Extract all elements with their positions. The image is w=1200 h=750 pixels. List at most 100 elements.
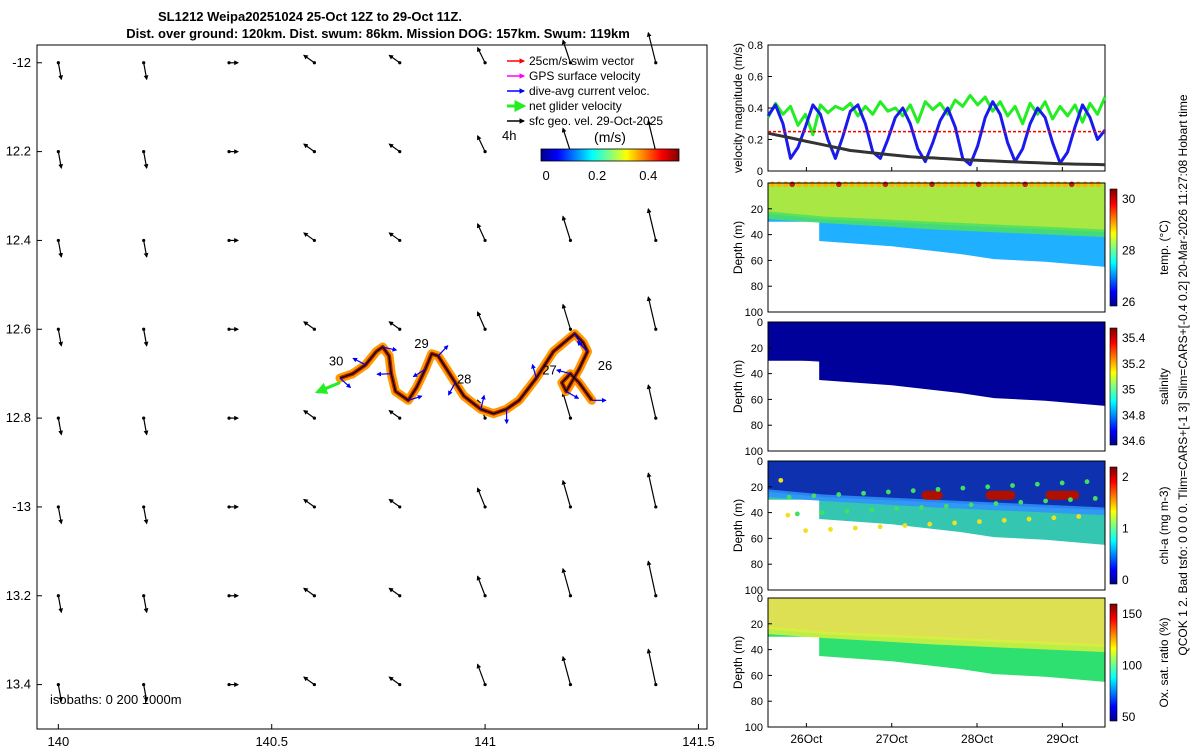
dive-avg-vector bbox=[448, 382, 456, 396]
dive-avg-vector bbox=[376, 371, 392, 377]
section-temperature: 0 20 40 60 80 100 Depth (m) 26 28 30 temp. (°C) bbox=[731, 178, 1171, 319]
velocity-ylabel: velocity magnitude (m/s) bbox=[731, 43, 745, 173]
geostrophic-velocity-field bbox=[56, 31, 658, 703]
depth-tick-label: 100 bbox=[745, 585, 763, 597]
map-ytick-label: 12.2 bbox=[6, 144, 31, 159]
grid-point bbox=[227, 594, 231, 598]
grid-point bbox=[568, 505, 573, 509]
section-salinity: 0 20 40 60 80 100 Depth (m) 34.6 34.8 35 35.2 35.4 s… bbox=[731, 317, 1171, 458]
grid-point bbox=[483, 682, 487, 687]
section-axes-chla bbox=[767, 460, 1106, 591]
grid-point bbox=[568, 61, 573, 65]
surface-sample bbox=[935, 181, 942, 188]
surface-sample bbox=[1075, 181, 1082, 188]
surface-sample bbox=[922, 181, 929, 188]
colorbar-tick-label: 100 bbox=[1122, 659, 1142, 673]
sfc-geo-vector bbox=[143, 417, 149, 436]
velocity-ytick-label: 0.6 bbox=[748, 72, 763, 84]
depth-tick-label: 80 bbox=[751, 281, 763, 293]
colorbar-tick-label: 28 bbox=[1122, 244, 1136, 258]
dive-avg-vector bbox=[480, 394, 486, 410]
grid-point bbox=[142, 238, 146, 243]
legend-label: GPS surface velocity bbox=[529, 69, 640, 83]
colorbar-tick-label: 34.8 bbox=[1122, 408, 1146, 422]
velocity-line bbox=[766, 93, 1107, 137]
chl-maximum-patch bbox=[1045, 490, 1080, 500]
surface-sample bbox=[809, 181, 815, 188]
sfc-geo-vector bbox=[303, 587, 315, 597]
surface-sample bbox=[855, 181, 862, 188]
chl-sample bbox=[1043, 498, 1049, 504]
sfc-geo-vector bbox=[646, 560, 657, 596]
depth-tick-label: 0 bbox=[757, 317, 763, 329]
chl-sample bbox=[1084, 479, 1090, 485]
time-tick-label: 26Oct bbox=[790, 732, 823, 746]
depth-tick-label: 60 bbox=[751, 394, 763, 406]
map-ytick-label: 13.2 bbox=[6, 588, 31, 603]
sfc-geo-vector bbox=[303, 498, 315, 508]
chl-maximum-patch bbox=[921, 490, 943, 500]
grid-point bbox=[398, 505, 402, 509]
surface-sample bbox=[1095, 181, 1102, 188]
surface-sample bbox=[1088, 181, 1095, 188]
grid-point bbox=[568, 682, 573, 687]
chl-sample bbox=[786, 494, 792, 500]
surface-sample bbox=[816, 181, 822, 188]
map-ytick-label: -12 bbox=[12, 55, 31, 70]
dive-avg-vector bbox=[408, 395, 423, 401]
depth-tick-label: 40 bbox=[751, 508, 763, 520]
sfc-geo-vector bbox=[646, 119, 657, 152]
grid-point bbox=[56, 682, 60, 687]
chl-sample bbox=[960, 485, 966, 491]
legend-label: dive-avg current veloc. bbox=[529, 84, 650, 98]
depth-tick-label: 100 bbox=[745, 446, 763, 458]
surface-sample bbox=[1028, 181, 1035, 188]
colorbar-label-oxygen: Ox. sat. ratio (%) bbox=[1157, 617, 1171, 707]
chl-sample bbox=[902, 523, 908, 528]
depth-axis-label: Depth (m) bbox=[731, 221, 745, 274]
map-ytick-label: 12.8 bbox=[6, 410, 31, 425]
surface-sample bbox=[949, 181, 955, 188]
chl-sample bbox=[1051, 515, 1057, 521]
grid-point bbox=[654, 61, 658, 65]
sfc-geo-vector bbox=[388, 410, 401, 419]
colorbar-tick-label: 150 bbox=[1122, 607, 1142, 621]
depth-tick-label: 20 bbox=[751, 482, 763, 494]
grid-point bbox=[142, 416, 146, 420]
sfc-geo-vector bbox=[57, 684, 64, 703]
section-transition-layer bbox=[768, 489, 1105, 516]
chl-sample bbox=[828, 526, 833, 532]
grid-point bbox=[398, 238, 402, 243]
grid-point bbox=[312, 505, 316, 509]
grid-point bbox=[142, 682, 146, 687]
velocity-ytick-label: 0 bbox=[757, 166, 763, 178]
surface-sample bbox=[869, 181, 875, 188]
depth-tick-label: 20 bbox=[751, 204, 763, 216]
net-velocity-vector bbox=[314, 381, 341, 394]
surface-sample bbox=[769, 181, 776, 188]
track-line bbox=[339, 333, 593, 415]
sfc-geo-vector bbox=[388, 587, 401, 597]
grid-point bbox=[654, 327, 658, 331]
surface-sample bbox=[849, 181, 855, 188]
sfc-geo-vector bbox=[388, 321, 401, 330]
sfc-geo-vector bbox=[646, 472, 657, 508]
colorbar-label: (m/s) bbox=[594, 129, 626, 145]
dive-avg-vector bbox=[574, 333, 583, 347]
sfc-geo-vector bbox=[143, 595, 149, 614]
velocity-ytick-label: 0.8 bbox=[748, 40, 763, 52]
colorbar-tick-label: 35 bbox=[1122, 383, 1136, 397]
sfc-geo-vector bbox=[303, 321, 315, 330]
section-axes-salinity bbox=[767, 321, 1106, 452]
depth-tick-label: 60 bbox=[751, 255, 763, 267]
depth-tick-label: 100 bbox=[745, 307, 763, 319]
title-line-2: Dist. over ground: 120km. Dist. swum: 86… bbox=[126, 26, 630, 41]
isobaths-label: isobaths: 0 200 1000m bbox=[50, 692, 182, 707]
surface-sample bbox=[822, 181, 829, 188]
surface-sample bbox=[929, 181, 935, 188]
map-x-ticks: 140 140.5 141 141.5 bbox=[47, 724, 715, 749]
day-label: 26 bbox=[598, 358, 612, 373]
chl-sample bbox=[803, 528, 809, 534]
grid-point bbox=[56, 327, 60, 331]
